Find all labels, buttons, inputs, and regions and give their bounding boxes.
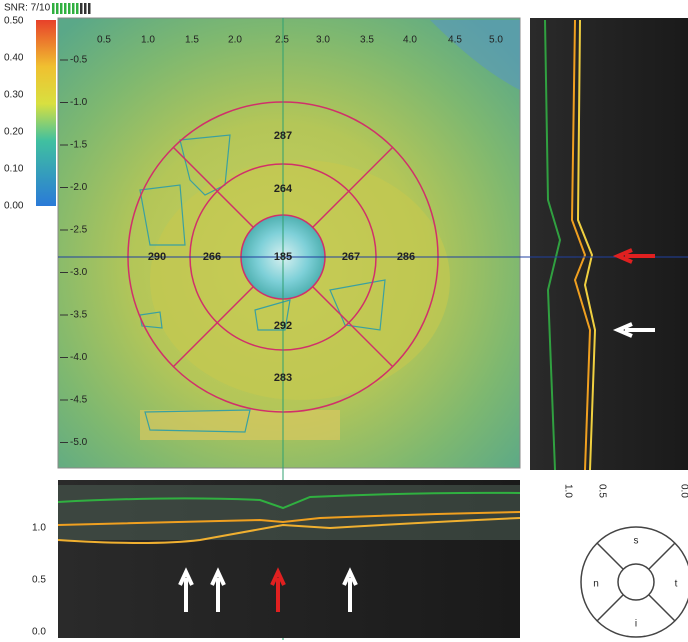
snr-segment bbox=[84, 3, 87, 14]
y-label: -3.0 bbox=[70, 267, 88, 278]
snr-bar bbox=[52, 3, 91, 14]
snr-segment bbox=[88, 3, 91, 14]
y-label: -5.0 bbox=[70, 437, 88, 448]
oct-report: SNR: 7/10 0.50 0.40 0.30 0.20 0.10 0.00 0.5 1.0… bbox=[0, 0, 688, 642]
h-scan-label: 0.0 bbox=[32, 627, 46, 638]
snr-segment bbox=[72, 3, 75, 14]
scale-label: 0.20 bbox=[4, 127, 24, 138]
x-label: 3.5 bbox=[360, 35, 374, 46]
x-label: 4.5 bbox=[448, 35, 462, 46]
sector-value: 264 bbox=[274, 183, 293, 195]
x-label: 4.0 bbox=[403, 35, 417, 46]
quadrant-label: t bbox=[675, 579, 678, 590]
y-label: -2.5 bbox=[70, 225, 88, 236]
snr-segment bbox=[64, 3, 67, 14]
y-label: -0.5 bbox=[70, 55, 88, 66]
vertical-scan bbox=[530, 18, 688, 470]
quadrant-label: n bbox=[593, 579, 599, 590]
snr-segment bbox=[52, 3, 55, 14]
snr-segment bbox=[56, 3, 59, 14]
sector-value: 292 bbox=[274, 320, 292, 332]
x-label: 0.5 bbox=[97, 35, 111, 46]
y-label: -3.5 bbox=[70, 310, 88, 321]
scale-label: 0.10 bbox=[4, 164, 24, 175]
snr-label: SNR: 7/10 bbox=[4, 3, 51, 14]
x-label: 2.5 bbox=[275, 35, 289, 46]
scale-label: 0.50 bbox=[4, 16, 24, 27]
snr-segment bbox=[80, 3, 83, 14]
v-scan-label: 0.0 bbox=[678, 484, 688, 498]
y-label: -1.0 bbox=[70, 97, 88, 108]
v-scan-label: 0.5 bbox=[596, 484, 607, 498]
snr-segment bbox=[60, 3, 63, 14]
snr-segment bbox=[68, 3, 71, 14]
sector-value: 266 bbox=[203, 251, 221, 263]
x-label: 2.0 bbox=[228, 35, 242, 46]
sector-value: 267 bbox=[342, 251, 360, 263]
h-scan-label: 1.0 bbox=[32, 523, 46, 534]
x-label: 5.0 bbox=[489, 35, 503, 46]
sector-value: 287 bbox=[274, 130, 292, 142]
sector-value: 283 bbox=[274, 372, 292, 384]
quadrant-label: s bbox=[634, 536, 639, 547]
x-label: 1.5 bbox=[185, 35, 199, 46]
x-label: 3.0 bbox=[316, 35, 330, 46]
quadrant-label: i bbox=[635, 619, 637, 630]
sector-value: 286 bbox=[397, 251, 415, 263]
y-label: -2.0 bbox=[70, 182, 88, 193]
y-label: -1.5 bbox=[70, 140, 88, 151]
scale-label: 0.00 bbox=[4, 201, 24, 212]
h-scan-label: 0.5 bbox=[32, 575, 46, 586]
sector-value: 290 bbox=[148, 251, 166, 263]
snr-segment bbox=[76, 3, 79, 14]
y-label: -4.0 bbox=[70, 352, 88, 363]
scale-label: 0.30 bbox=[4, 90, 24, 101]
scale-label: 0.40 bbox=[4, 53, 24, 64]
v-scan-label: 1.0 bbox=[562, 484, 573, 498]
x-label: 1.0 bbox=[141, 35, 155, 46]
sector-value: 185 bbox=[274, 251, 292, 263]
map-shading bbox=[140, 410, 340, 440]
y-label: -4.5 bbox=[70, 395, 88, 406]
color-scale bbox=[36, 20, 56, 206]
